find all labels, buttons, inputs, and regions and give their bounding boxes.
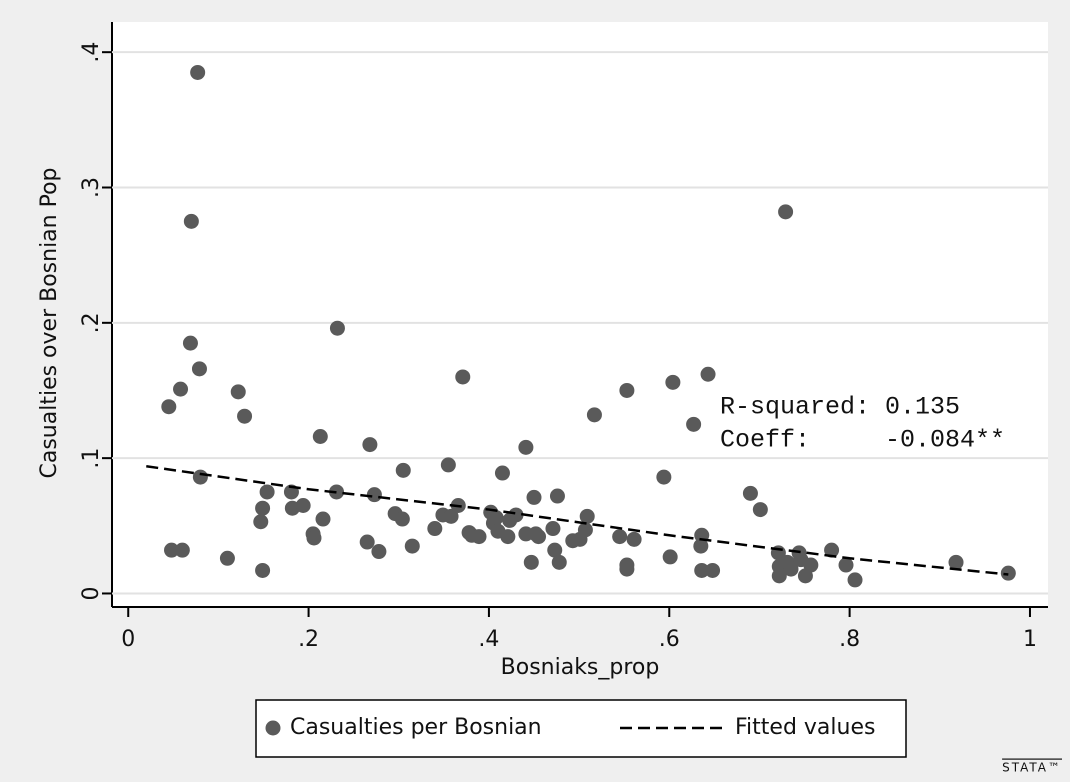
x-tick-label: 1 bbox=[1023, 627, 1037, 652]
point bbox=[803, 557, 819, 573]
point bbox=[752, 502, 768, 518]
point bbox=[174, 542, 190, 558]
point bbox=[656, 469, 672, 485]
point bbox=[440, 457, 456, 473]
point bbox=[315, 511, 331, 527]
point bbox=[626, 531, 642, 547]
point bbox=[662, 549, 678, 565]
point bbox=[164, 542, 180, 558]
point bbox=[255, 500, 271, 516]
point bbox=[783, 561, 799, 577]
x-axis-title: Bosniaks_prop bbox=[501, 655, 660, 680]
point bbox=[192, 469, 208, 485]
point bbox=[488, 510, 504, 526]
plot-area bbox=[112, 22, 1048, 607]
y-tick-label: .3 bbox=[79, 177, 104, 198]
point bbox=[551, 554, 567, 570]
point bbox=[329, 484, 345, 500]
x-tick-label: .6 bbox=[659, 627, 680, 652]
point bbox=[619, 382, 635, 398]
point bbox=[295, 498, 311, 514]
point bbox=[742, 485, 758, 501]
point bbox=[443, 508, 459, 524]
point bbox=[183, 213, 199, 229]
point bbox=[847, 572, 863, 588]
point bbox=[371, 544, 387, 560]
point bbox=[161, 399, 177, 415]
point bbox=[700, 366, 716, 382]
y-tick-label: .2 bbox=[79, 312, 104, 333]
point bbox=[549, 488, 565, 504]
point bbox=[471, 529, 487, 545]
point bbox=[526, 489, 542, 505]
point bbox=[838, 557, 854, 573]
point bbox=[182, 335, 198, 351]
point bbox=[494, 465, 510, 481]
point bbox=[394, 511, 410, 527]
point bbox=[306, 530, 322, 546]
point bbox=[259, 484, 275, 500]
point bbox=[427, 521, 443, 537]
x-tick-label: .2 bbox=[298, 627, 319, 652]
y-tick-label: .1 bbox=[79, 448, 104, 469]
y-tick-label: .4 bbox=[79, 42, 104, 63]
point bbox=[191, 361, 207, 377]
y-axis-title: Casualties over Bosnian Pop bbox=[37, 167, 62, 478]
point bbox=[500, 529, 516, 545]
point bbox=[665, 374, 681, 390]
legend-label: Fitted values bbox=[735, 715, 875, 740]
plot-content: 0 .1 .2 .3 .4 0 .2 .4 .6 .8 1 Casualties per Bosnia… bbox=[79, 42, 1048, 740]
point bbox=[255, 562, 271, 578]
point bbox=[230, 384, 246, 400]
point bbox=[173, 381, 189, 397]
point bbox=[366, 487, 382, 503]
point bbox=[312, 428, 328, 444]
point bbox=[329, 320, 345, 336]
point bbox=[545, 521, 561, 537]
x-tick-label: .8 bbox=[839, 627, 860, 652]
point bbox=[619, 561, 635, 577]
point bbox=[190, 64, 206, 80]
x-tick-label: .4 bbox=[478, 627, 499, 652]
x-tick-label: 0 bbox=[121, 627, 135, 652]
point bbox=[547, 542, 563, 558]
legend-marker bbox=[265, 720, 281, 736]
logo: STATA™ bbox=[1002, 761, 1062, 775]
point bbox=[359, 534, 375, 550]
point bbox=[508, 507, 524, 523]
annotation: R-squared: 0.135 bbox=[720, 393, 960, 422]
annotation: Coeff: -0.084** bbox=[720, 426, 1005, 455]
point bbox=[362, 437, 378, 453]
point bbox=[523, 554, 539, 570]
point bbox=[778, 204, 794, 220]
point bbox=[579, 508, 595, 524]
y-tick-label: 0 bbox=[79, 586, 104, 600]
point bbox=[948, 554, 964, 570]
point bbox=[586, 407, 602, 423]
point bbox=[219, 550, 235, 566]
point bbox=[771, 568, 787, 584]
legend bbox=[255, 699, 907, 758]
point bbox=[824, 542, 840, 558]
point bbox=[686, 416, 702, 432]
point bbox=[577, 522, 593, 538]
point bbox=[253, 514, 269, 530]
fit-line bbox=[146, 465, 1009, 576]
point bbox=[395, 462, 411, 478]
point bbox=[518, 439, 534, 455]
point bbox=[694, 562, 710, 578]
point bbox=[455, 369, 471, 385]
point bbox=[531, 529, 547, 545]
point bbox=[612, 529, 628, 545]
point bbox=[1000, 565, 1016, 581]
point bbox=[693, 538, 709, 554]
point bbox=[404, 538, 420, 554]
legend-label: Casualties per Bosnian bbox=[290, 715, 542, 740]
point bbox=[237, 408, 253, 424]
point bbox=[705, 562, 721, 578]
